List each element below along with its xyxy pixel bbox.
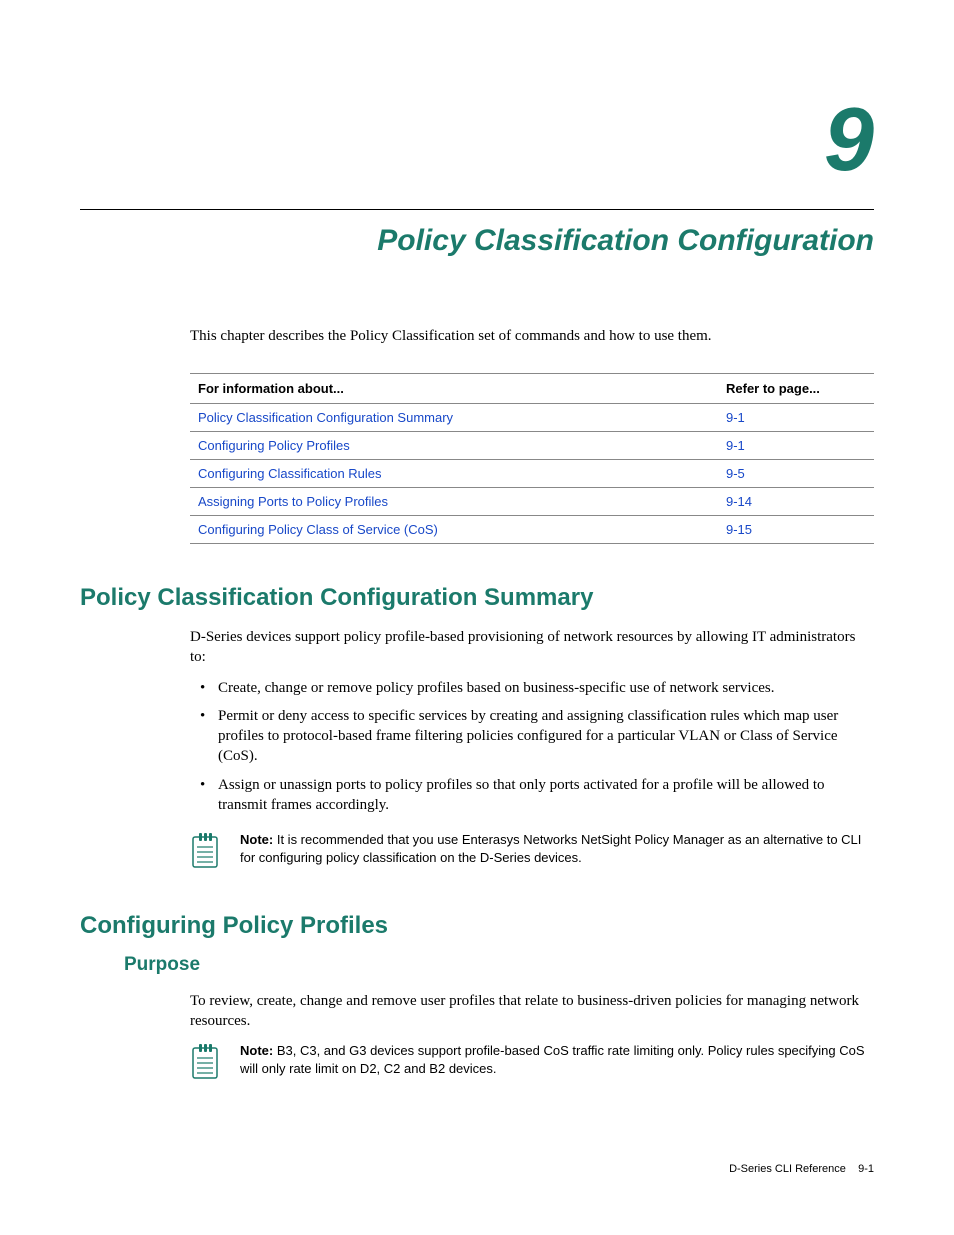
chapter-title: Policy Classification Configuration <box>80 224 874 258</box>
page-footer: D-Series CLI Reference 9-1 <box>729 1163 874 1175</box>
bullet-item: Assign or unassign ports to policy profi… <box>190 775 874 816</box>
toc-link[interactable]: Assigning Ports to Policy Profiles <box>198 494 388 509</box>
toc-page-link[interactable]: 9-15 <box>726 522 752 537</box>
bullet-item: Create, change or remove policy profiles… <box>190 678 874 698</box>
note-icon <box>190 831 224 876</box>
toc-link[interactable]: Configuring Policy Profiles <box>198 438 350 453</box>
note-label: Note: <box>240 832 273 847</box>
note-box: Note: B3, C3, and G3 devices support pro… <box>190 1042 874 1087</box>
note-label: Note: <box>240 1043 273 1058</box>
toc-header-right: Refer to page... <box>718 374 874 404</box>
bullet-item: Permit or deny access to specific servic… <box>190 706 874 767</box>
footer-page: 9-1 <box>858 1163 874 1175</box>
toc-page-link[interactable]: 9-14 <box>726 494 752 509</box>
note-text: Note: B3, C3, and G3 devices support pro… <box>240 1042 874 1078</box>
note-body: It is recommended that you use Enterasys… <box>240 832 861 865</box>
section1-bullets: Create, change or remove policy profiles… <box>190 678 874 816</box>
note-icon <box>190 1042 224 1087</box>
subsection-heading-purpose: Purpose <box>124 954 874 976</box>
toc-link[interactable]: Configuring Policy Class of Service (CoS… <box>198 522 438 537</box>
toc-table: For information about... Refer to page..… <box>190 373 874 544</box>
footer-doc: D-Series CLI Reference <box>729 1163 846 1175</box>
note-body: B3, C3, and G3 devices support profile-b… <box>240 1043 865 1076</box>
toc-page-link[interactable]: 9-5 <box>726 466 745 481</box>
section1-lead: D-Series devices support policy profile-… <box>190 627 874 668</box>
intro-text: This chapter describes the Policy Classi… <box>190 328 874 345</box>
section2-body: To review, create, change and remove use… <box>190 991 874 1032</box>
note-text: Note: It is recommended that you use Ent… <box>240 831 874 867</box>
section-heading-profiles: Configuring Policy Profiles <box>80 912 874 940</box>
toc-page-link[interactable]: 9-1 <box>726 438 745 453</box>
toc-link[interactable]: Configuring Classification Rules <box>198 466 382 481</box>
toc-header-left: For information about... <box>190 374 718 404</box>
section-heading-summary: Policy Classification Configuration Summ… <box>80 584 874 612</box>
chapter-number: 9 <box>80 95 874 185</box>
note-box: Note: It is recommended that you use Ent… <box>190 831 874 876</box>
toc-link[interactable]: Policy Classification Configuration Summ… <box>198 410 453 425</box>
chapter-rule <box>80 209 874 210</box>
toc-page-link[interactable]: 9-1 <box>726 410 745 425</box>
